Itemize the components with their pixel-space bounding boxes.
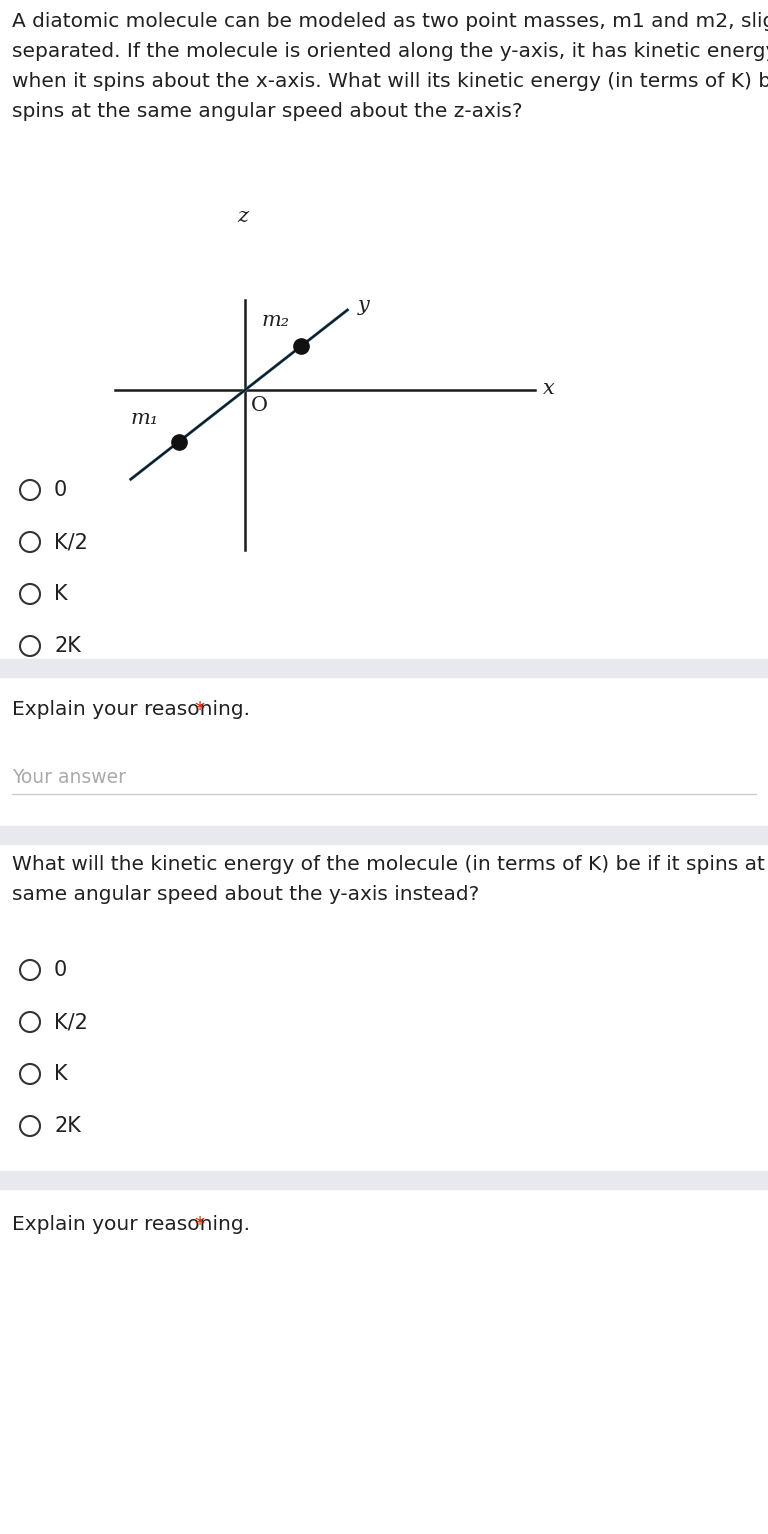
Text: K: K (54, 584, 68, 604)
Text: A diatomic molecule can be modeled as two point masses, m1 and m2, slightly: A diatomic molecule can be modeled as tw… (12, 12, 768, 31)
Text: x: x (543, 379, 554, 397)
Text: *: * (194, 1215, 204, 1233)
Text: m₂: m₂ (261, 311, 290, 330)
Text: 2K: 2K (54, 1117, 81, 1137)
Text: K/2: K/2 (54, 532, 88, 552)
Text: m₁: m₁ (131, 408, 159, 428)
Text: when it spins about the x-axis. What will its kinetic energy (in terms of K) be : when it spins about the x-axis. What wil… (12, 72, 768, 91)
Text: K: K (54, 1065, 68, 1085)
Text: same angular speed about the y-axis instead?: same angular speed about the y-axis inst… (12, 885, 479, 904)
Text: Your answer: Your answer (12, 769, 126, 787)
Text: 0: 0 (54, 480, 68, 500)
Text: spins at the same angular speed about the z-axis?: spins at the same angular speed about th… (12, 101, 522, 121)
Text: 0: 0 (54, 960, 68, 980)
Text: Explain your reasoning.: Explain your reasoning. (12, 1215, 257, 1233)
Text: separated. If the molecule is oriented along the y-axis, it has kinetic energy K: separated. If the molecule is oriented a… (12, 41, 768, 61)
Text: y: y (357, 296, 369, 316)
Text: Explain your reasoning.: Explain your reasoning. (12, 700, 257, 719)
Text: 2K: 2K (54, 637, 81, 657)
Text: O: O (251, 396, 268, 416)
Text: *: * (194, 700, 204, 719)
Text: z: z (237, 207, 249, 225)
Text: K/2: K/2 (54, 1012, 88, 1032)
Text: What will the kinetic energy of the molecule (in terms of K) be if it spins at t: What will the kinetic energy of the mole… (12, 854, 768, 874)
